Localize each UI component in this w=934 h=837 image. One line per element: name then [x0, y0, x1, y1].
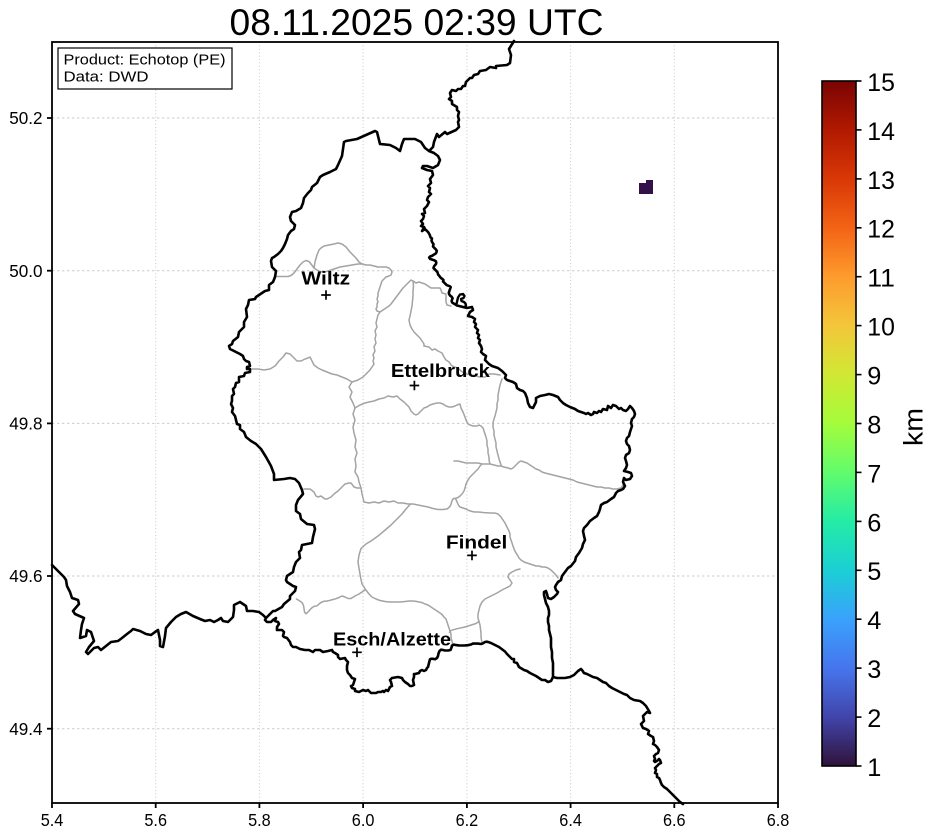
- svg-text:1: 1: [867, 754, 881, 782]
- svg-text:7: 7: [867, 460, 881, 488]
- svg-text:Data: DWD: Data: DWD: [64, 69, 149, 86]
- svg-text:2: 2: [867, 705, 881, 733]
- svg-text:3: 3: [867, 656, 881, 684]
- svg-text:Findel: Findel: [446, 531, 508, 552]
- svg-text:4: 4: [867, 607, 881, 635]
- svg-text:Esch/Alzette: Esch/Alzette: [333, 628, 451, 649]
- svg-text:49.4: 49.4: [9, 719, 43, 739]
- svg-text:49.6: 49.6: [9, 566, 42, 586]
- svg-text:5.4: 5.4: [41, 810, 64, 830]
- svg-text:5.6: 5.6: [144, 810, 167, 830]
- svg-text:50.2: 50.2: [9, 108, 42, 128]
- svg-text:12: 12: [867, 216, 895, 244]
- svg-text:13: 13: [867, 167, 895, 195]
- svg-text:6.0: 6.0: [352, 810, 375, 830]
- svg-text:km: km: [899, 408, 929, 446]
- svg-text:50.0: 50.0: [9, 261, 42, 281]
- svg-text:15: 15: [867, 69, 895, 97]
- svg-text:Wiltz: Wiltz: [301, 268, 350, 289]
- svg-text:6.8: 6.8: [767, 810, 790, 830]
- svg-text:6.4: 6.4: [559, 810, 582, 830]
- svg-text:08.11.2025 02:39 UTC: 08.11.2025 02:39 UTC: [230, 2, 604, 43]
- svg-text:6.6: 6.6: [663, 810, 686, 830]
- svg-text:6: 6: [867, 509, 881, 537]
- svg-text:6.2: 6.2: [456, 810, 479, 830]
- svg-text:14: 14: [867, 118, 895, 146]
- svg-text:Product: Echotop (PE): Product: Echotop (PE): [64, 51, 226, 68]
- svg-text:Ettelbruck: Ettelbruck: [391, 360, 491, 381]
- svg-text:49.8: 49.8: [9, 414, 42, 434]
- svg-text:9: 9: [867, 363, 881, 391]
- svg-text:10: 10: [867, 314, 895, 342]
- svg-text:8: 8: [867, 411, 881, 439]
- svg-text:11: 11: [867, 265, 895, 293]
- svg-text:5: 5: [867, 558, 881, 586]
- svg-text:5.8: 5.8: [248, 810, 271, 830]
